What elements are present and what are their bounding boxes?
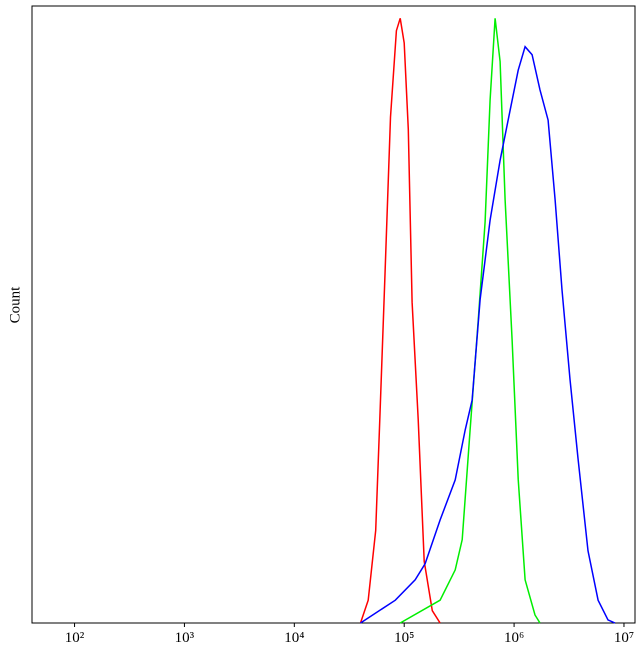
plot-frame [31,5,636,624]
histogram-line [399,18,541,624]
histogram-line [359,18,441,624]
x-tick-label: 10⁴ [284,630,304,646]
x-tick-label: 10⁶ [504,630,524,646]
x-tick-label: 10² [65,630,85,646]
histogram-line [360,45,616,624]
x-tick-label: 10⁵ [394,630,414,646]
y-axis-label: Count [7,286,23,324]
x-tick-label: 10⁷ [614,630,634,646]
x-tick-label: 10³ [175,630,195,646]
